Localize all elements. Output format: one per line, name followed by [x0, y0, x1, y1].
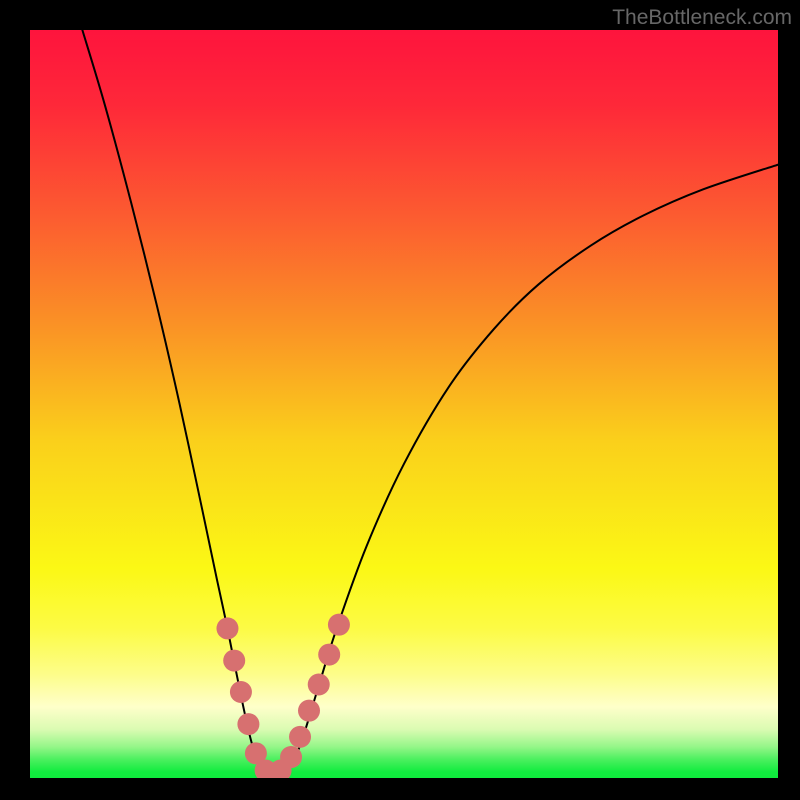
marker-dot — [308, 674, 330, 696]
marker-dot — [298, 700, 320, 722]
marker-dot — [280, 746, 302, 768]
chart-background — [30, 30, 778, 778]
marker-dot — [223, 650, 245, 672]
marker-dot — [237, 713, 259, 735]
marker-dot — [289, 726, 311, 748]
marker-dot — [318, 644, 340, 666]
marker-dot — [216, 617, 238, 639]
outer-frame: TheBottleneck.com — [0, 0, 800, 800]
watermark-text: TheBottleneck.com — [612, 6, 792, 30]
marker-dot — [328, 614, 350, 636]
bottleneck-chart — [30, 30, 778, 778]
marker-dot — [230, 681, 252, 703]
